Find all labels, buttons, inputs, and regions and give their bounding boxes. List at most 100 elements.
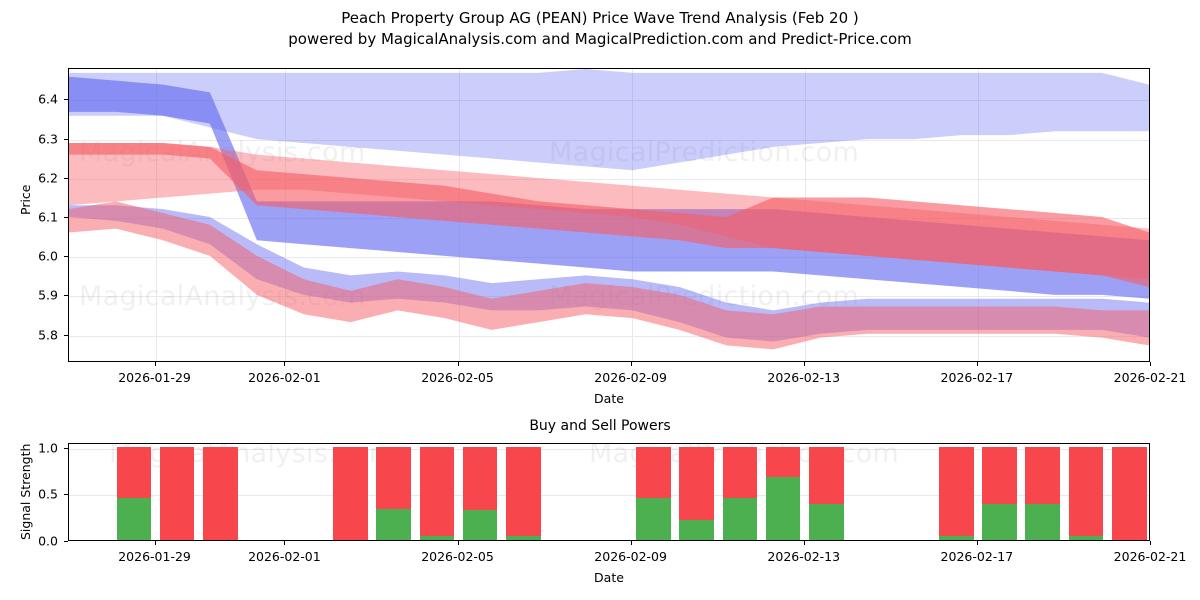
price-y-tick-label: 5.9 (38, 287, 58, 303)
buy-power-segment (376, 509, 411, 540)
signal-bar[interactable] (765, 446, 801, 540)
price-x-tick-label: 2026-02-01 (248, 370, 321, 385)
signal-gridline-h (69, 448, 1149, 450)
signal-y-tick-label: 0.5 (38, 486, 58, 502)
signal-x-tickmark (803, 541, 805, 545)
price-x-tickmark (284, 362, 286, 366)
signal-bar[interactable] (462, 446, 498, 540)
price-chart-plot-area: MagicalAnalysis.comMagicalPrediction.com… (68, 68, 1150, 362)
signal-bar[interactable] (635, 446, 671, 540)
price-x-tick-label: 2026-02-17 (940, 370, 1014, 385)
signal-x-tickmark (154, 541, 156, 545)
buy-power-segment (765, 477, 801, 540)
signal-bar[interactable] (1068, 446, 1104, 540)
sell-power-segment (679, 446, 714, 521)
price-x-tick-label: 2026-02-09 (594, 370, 667, 385)
signal-x-tick-label: 2026-02-21 (1113, 549, 1187, 564)
price-gridline-h (69, 139, 1149, 141)
price-wave-bands (69, 69, 1149, 350)
price-gridline-h (69, 100, 1149, 102)
buy-power-segment (809, 503, 844, 540)
signal-x-tick-label: 2026-02-13 (767, 549, 841, 564)
price-gridline-h (69, 335, 1149, 337)
sell-power-segment (116, 446, 152, 498)
price-y-tick-label: 6.0 (38, 248, 58, 264)
buy-power-segment (635, 498, 671, 540)
price-x-tickmark (630, 362, 632, 366)
signal-y-tick-label: 0.0 (38, 533, 58, 549)
price-y-tickmark (64, 177, 68, 179)
signal-bar[interactable] (203, 446, 238, 540)
price-x-tick-label: 2026-02-21 (1113, 370, 1187, 385)
buy-power-segment (116, 498, 152, 540)
buy-power-segment (1025, 503, 1061, 540)
price-band-blue-outer-band-upper (69, 69, 1149, 171)
sell-power-segment (203, 446, 238, 540)
signal-bar[interactable] (419, 446, 455, 540)
signal-bar[interactable] (679, 446, 714, 540)
signal-x-tickmark (630, 541, 632, 545)
signal-bar[interactable] (722, 446, 758, 540)
sell-power-segment (722, 446, 758, 498)
signal-bar[interactable] (938, 446, 974, 540)
buy-power-segment (1068, 536, 1104, 540)
buy-power-segment (982, 503, 1017, 540)
signal-y-tickmark (64, 541, 68, 542)
signal-gridline-h (69, 495, 1149, 497)
signal-bar[interactable] (809, 446, 844, 540)
sell-power-segment (419, 446, 455, 537)
sell-power-segment (376, 446, 411, 510)
buy-power-segment (722, 498, 758, 540)
sell-power-segment (982, 446, 1017, 504)
sell-power-segment (462, 446, 498, 511)
signal-x-tick-label: 2026-01-29 (118, 549, 191, 564)
signal-bar[interactable] (982, 446, 1017, 540)
sell-power-segment (635, 446, 671, 498)
price-y-tick-label: 6.1 (38, 209, 58, 225)
sell-power-segment (159, 446, 195, 540)
price-x-tick-label: 2026-01-29 (118, 370, 191, 385)
signal-bar[interactable] (506, 446, 541, 540)
signal-x-tick-label: 2026-02-05 (421, 549, 494, 564)
price-x-tick-label: 2026-02-05 (421, 370, 494, 385)
signal-bar[interactable] (333, 446, 368, 540)
price-x-tickmark (803, 362, 805, 366)
price-band-lower-red-wave-upper (69, 201, 1149, 350)
buy-power-segment (938, 536, 974, 540)
signal-bar[interactable] (376, 446, 411, 540)
sell-power-segment (809, 446, 844, 504)
price-y-tick-label: 6.2 (38, 170, 58, 186)
signal-x-axis-label: Date (594, 570, 624, 585)
sell-power-segment (938, 446, 974, 537)
signal-x-tickmark (1150, 541, 1151, 545)
sell-power-segment (765, 446, 801, 478)
signal-x-tickmark (976, 541, 978, 545)
signal-chart-title: Buy and Sell Powers (529, 418, 671, 434)
buy-power-segment (462, 510, 498, 540)
buy-power-segment (419, 536, 455, 540)
signal-bar[interactable] (1025, 446, 1061, 540)
signal-y-axis-label: Signal Strength (18, 443, 33, 540)
price-x-tick-label: 2026-02-13 (767, 370, 841, 385)
price-y-tickmark (64, 334, 68, 336)
price-y-tick-label: 5.8 (38, 327, 58, 343)
signal-x-tickmark (284, 541, 286, 545)
signal-y-tickmark (64, 447, 68, 449)
price-band-red-core-band-upper (69, 142, 1149, 288)
signal-bar[interactable] (116, 446, 152, 540)
signal-x-tick-label: 2026-02-17 (940, 549, 1014, 564)
signal-bar[interactable] (1112, 446, 1147, 540)
price-y-tickmark (64, 295, 68, 297)
price-y-tick-label: 6.3 (38, 131, 58, 147)
price-x-tickmark (1150, 362, 1151, 366)
price-x-tickmark (976, 362, 978, 366)
price-x-tickmark (154, 362, 156, 366)
signal-y-tickmark (64, 494, 68, 496)
price-y-tickmark (64, 216, 68, 218)
price-y-axis-label: Price (18, 184, 33, 216)
signal-bar[interactable] (159, 446, 195, 540)
price-x-axis-label: Date (594, 391, 624, 406)
sell-power-segment (1112, 446, 1147, 540)
price-y-tickmark (64, 138, 68, 140)
